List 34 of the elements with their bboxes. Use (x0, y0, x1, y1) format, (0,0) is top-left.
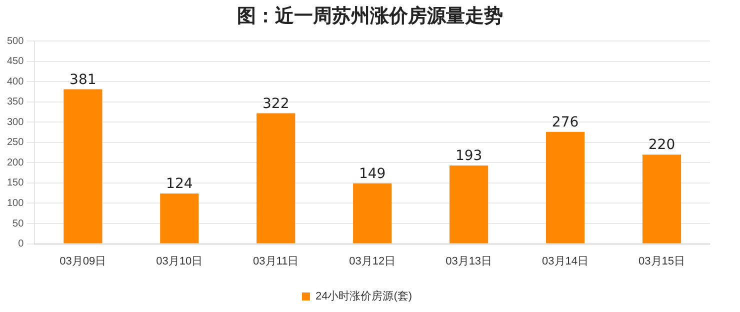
x-tick-label: 03月14日 (542, 255, 589, 268)
chart-title: 图：近一周苏州涨价房源量走势 (236, 4, 504, 29)
y-tick-label: 200 (6, 157, 24, 168)
y-tick-label: 50 (12, 218, 24, 230)
bar (160, 194, 199, 244)
data-label: 193 (455, 148, 482, 164)
bar (64, 89, 102, 244)
y-tick-label: 450 (6, 56, 24, 68)
bar (546, 132, 585, 244)
data-label: 220 (648, 137, 676, 154)
y-tick-label: 150 (6, 178, 24, 189)
x-tick-label: 03月11日 (253, 255, 299, 268)
x-tick-label: 03月12日 (349, 255, 396, 268)
x-tick-label: 03月15日 (638, 255, 686, 268)
data-label: 322 (262, 96, 290, 112)
bar (450, 166, 488, 244)
y-tick-label: 500 (6, 36, 24, 47)
data-label: 149 (358, 166, 386, 182)
bar (256, 113, 296, 244)
x-tick-label: 03月10日 (156, 255, 203, 268)
data-label: 124 (166, 176, 193, 192)
x-tick-label: 03月13日 (446, 255, 492, 268)
x-tick-label: 03月09日 (60, 255, 106, 268)
y-tick-label: 100 (6, 198, 24, 209)
data-label: 276 (552, 114, 579, 130)
data-label: 381 (70, 72, 96, 88)
legend-label: 24小时涨价房源(套) (315, 290, 412, 303)
y-tick-label: 0 (18, 238, 24, 250)
y-tick-label: 300 (6, 116, 24, 128)
y-tick-label: 250 (6, 137, 24, 148)
bar (353, 183, 392, 244)
y-tick-label: 400 (6, 76, 24, 88)
y-tick-label: 350 (6, 96, 24, 108)
bar (642, 154, 682, 244)
